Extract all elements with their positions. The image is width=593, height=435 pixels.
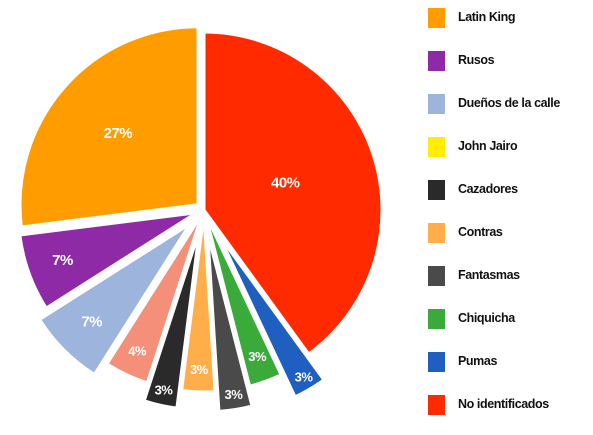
legend-label: Pumas	[458, 354, 497, 368]
slice-label: 3%	[248, 349, 267, 364]
legend-swatch	[428, 266, 445, 286]
slice-label: 7%	[81, 313, 102, 330]
pie-slice	[105, 212, 204, 385]
legend-swatch	[428, 309, 445, 329]
legend-label: Latin King	[458, 10, 516, 24]
slice-label: 27%	[104, 125, 133, 142]
legend-label: Cazadores	[458, 182, 518, 196]
pie-slice	[202, 30, 384, 356]
legend-item: Pumas	[422, 349, 593, 392]
legend-swatch	[428, 352, 445, 372]
slice-label: 3%	[295, 370, 314, 385]
legend-swatch	[428, 137, 445, 157]
pie-slice	[38, 222, 192, 376]
pie-slice	[18, 25, 200, 229]
pie-slice	[180, 212, 217, 394]
legend: Latin King Rusos Dueños de la calle John…	[422, 5, 593, 435]
legend-item: John Jairo	[422, 134, 593, 177]
legend-label: Fantasmas	[458, 268, 520, 282]
pie-slice	[206, 232, 254, 413]
legend-swatch	[428, 94, 445, 114]
legend-label: Rusos	[458, 53, 495, 67]
legend-swatch	[428, 395, 445, 415]
legend-item: Dueños de la calle	[422, 91, 593, 134]
legend-item: Rusos	[422, 48, 593, 91]
legend-label: Dueños de la calle	[458, 96, 560, 110]
slice-label: 3%	[155, 383, 174, 398]
legend-item: Chiquicha	[422, 306, 593, 349]
legend-swatch	[428, 51, 445, 71]
slice-label: 40%	[271, 175, 300, 192]
legend-swatch	[428, 223, 445, 243]
slice-label: 3%	[190, 362, 209, 377]
legend-item: Contras	[422, 220, 593, 263]
legend-swatch	[428, 180, 445, 200]
legend-item: No identificados	[422, 392, 593, 435]
slice-label: 4%	[128, 344, 147, 359]
legend-item: Latin King	[422, 5, 593, 48]
legend-label: Chiquicha	[458, 311, 515, 325]
pie-slice	[142, 229, 201, 410]
legend-label: Contras	[458, 225, 503, 239]
legend-item: Fantasmas	[422, 263, 593, 306]
legend-swatch	[428, 8, 445, 28]
legend-label: John Jairo	[458, 139, 518, 153]
slice-label: 3%	[224, 387, 243, 402]
slice-label: 7%	[52, 252, 73, 269]
legend-label: No identificados	[458, 397, 549, 411]
pie-slice	[203, 212, 283, 388]
pie-slice	[18, 211, 198, 310]
legend-item: Cazadores	[422, 177, 593, 220]
pie-slice	[217, 234, 326, 399]
